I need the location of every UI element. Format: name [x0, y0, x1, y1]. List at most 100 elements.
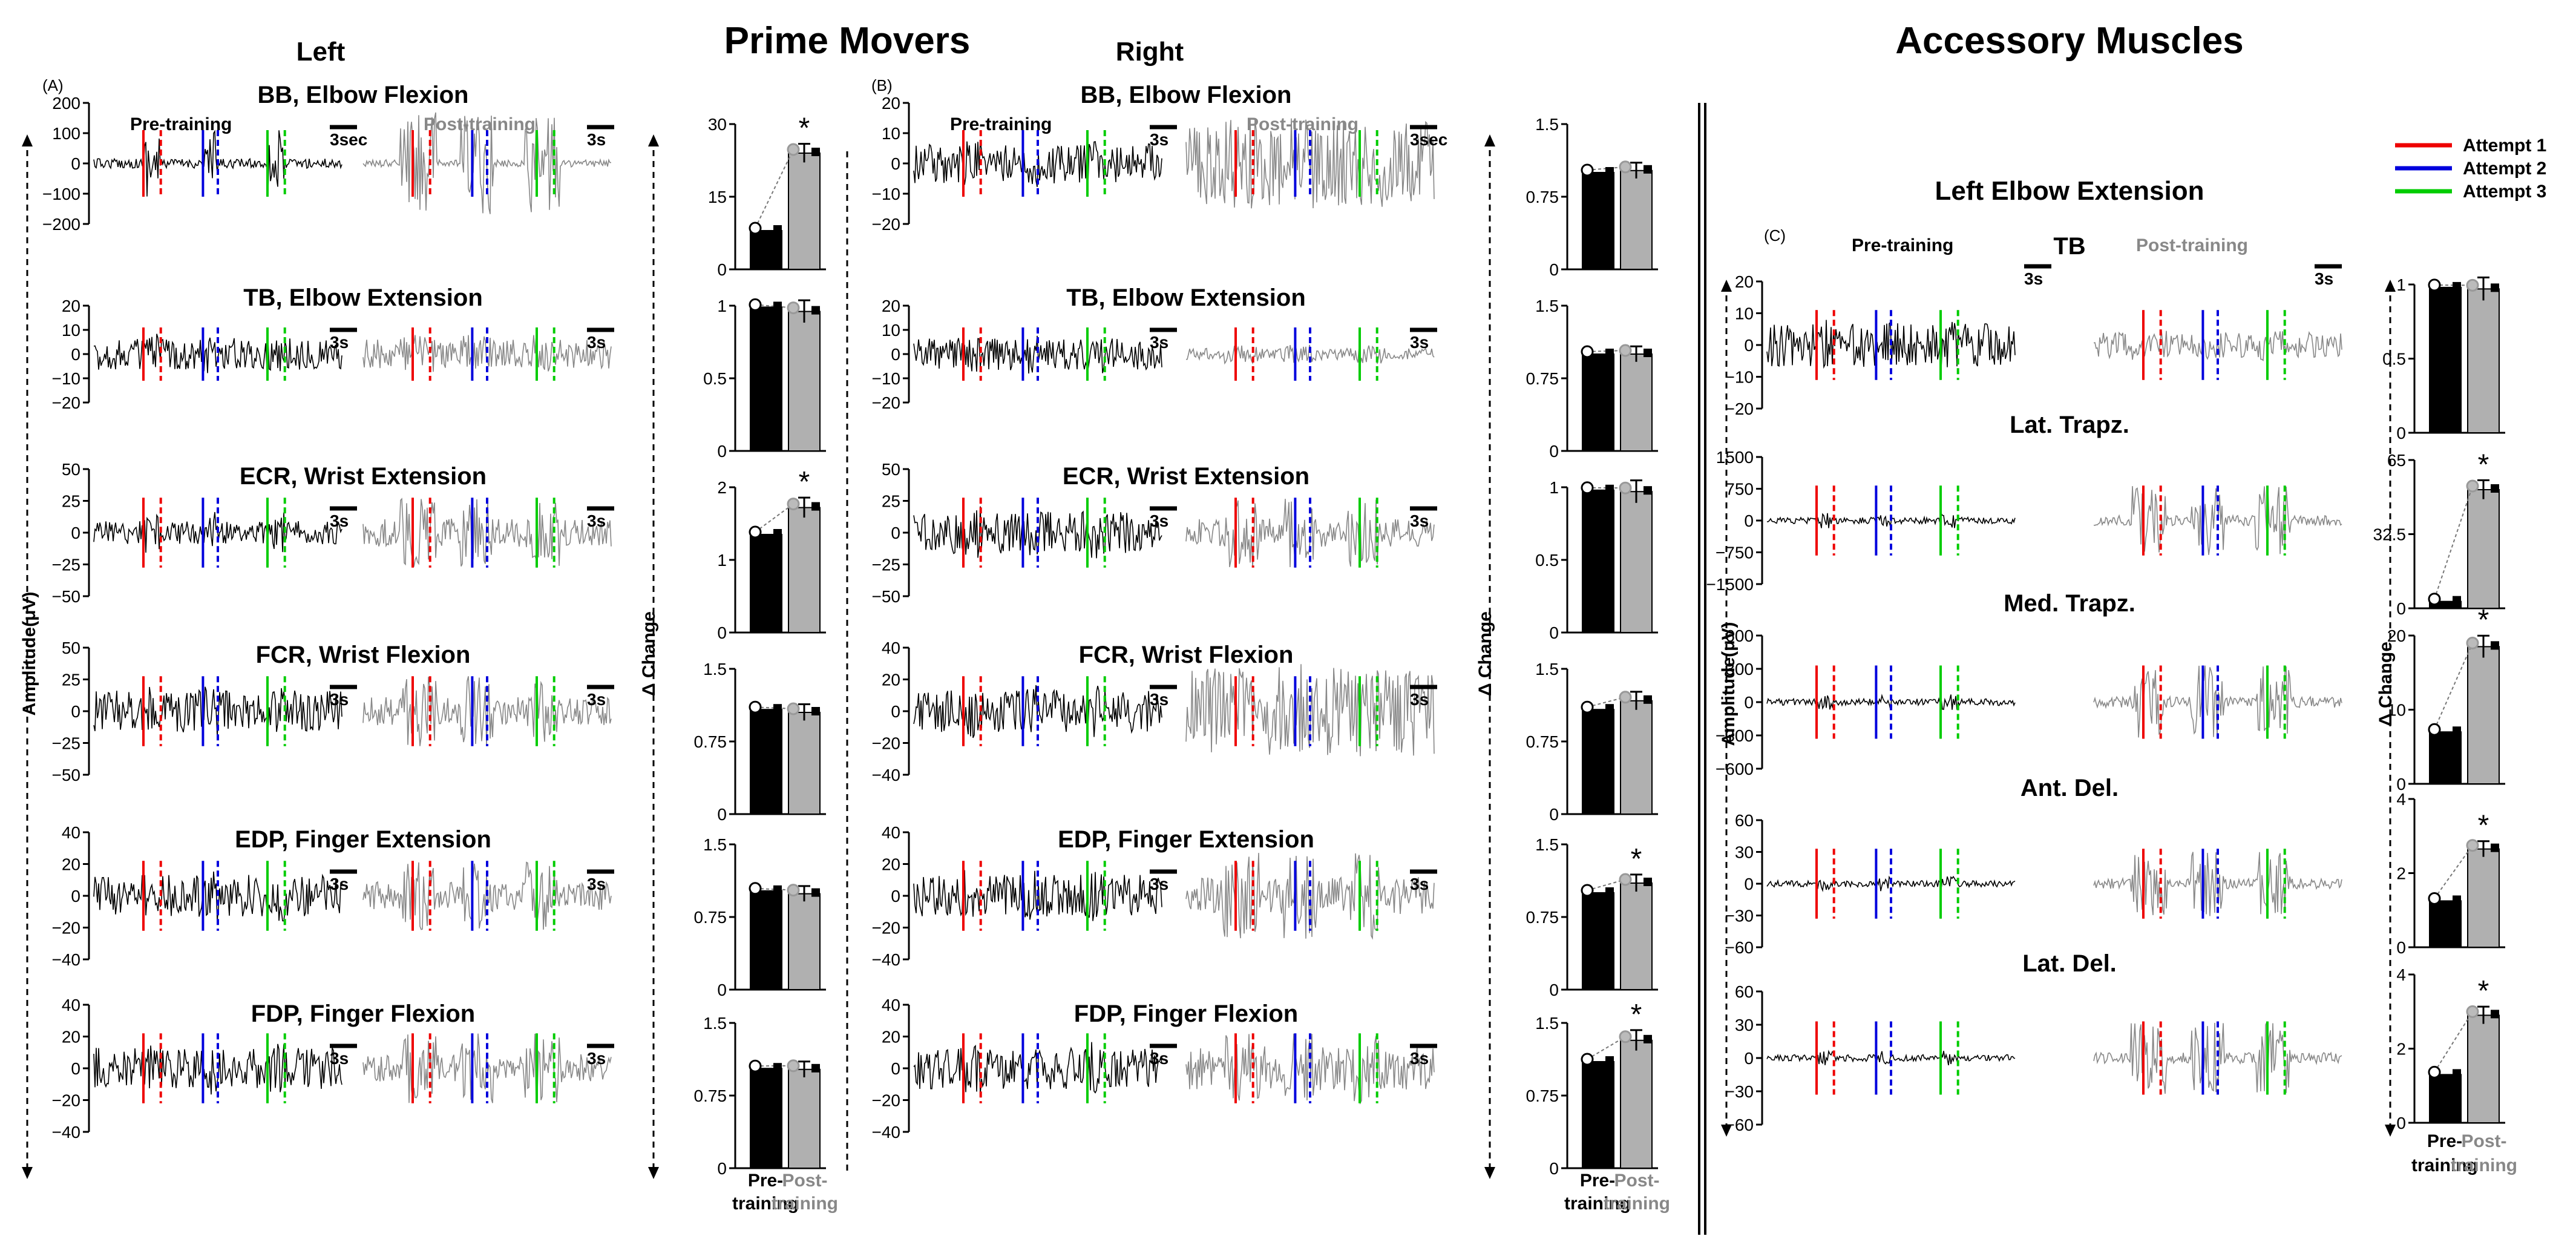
panel-b-bar-1-dot-pre — [1581, 163, 1594, 177]
panel-c-bar-pre-label-b: training — [2411, 1155, 2478, 1175]
panel-a-bar-2-bar-tick-label: 0.5 — [703, 369, 727, 388]
panel-c-emg-5-tick-label: 30 — [1735, 1016, 1754, 1034]
panel-c-pre-1-scale-label: 3s — [2024, 269, 2043, 288]
panel-b-emg-2-tick-label: −10 — [872, 369, 901, 388]
panel-b-emg-3-tick-label: 50 — [882, 460, 900, 479]
panel-a-emg-6-tick-label: 40 — [62, 996, 80, 1014]
panel-b-bar-3-bar-tick-label: 1 — [1549, 478, 1559, 497]
panel-b-bar-4-dot-post — [1619, 691, 1632, 704]
legend-label-2: Attempt 2 — [2463, 159, 2546, 179]
panel-b-emg-3-tick-label: 25 — [882, 492, 900, 511]
panel-a-bar-6-bar-post — [788, 1068, 821, 1169]
panel-a-bar-4-bar-pre — [750, 709, 782, 815]
legend-label-1: Attempt 1 — [2463, 136, 2546, 156]
panel-b-bar-5-dot-pre — [1581, 884, 1594, 897]
panel-a-amp-label: Amplitude(μV) — [19, 591, 39, 715]
panel-b-emg-6-tick-label: 20 — [882, 1028, 900, 1047]
panel-b-bar-6-bar-post — [1620, 1039, 1653, 1169]
panel-b-bar-2-bar-tick-label: 1.5 — [1535, 297, 1559, 315]
panel-c-bar-4-dot-post — [2466, 839, 2479, 852]
panel-c-bar-2-marker-post — [2491, 484, 2499, 493]
panel-b-row-title-6: FDP, Finger Flexion — [1074, 1001, 1298, 1027]
panel-c-bar-1-bar-post — [2467, 288, 2500, 433]
panel-c-arrow-up — [1721, 280, 1732, 292]
panel-b-emg-3-tick-label: −25 — [872, 556, 901, 574]
panel-c-emg-4-tick-label: 60 — [1735, 811, 1754, 830]
panel-a-bar-3-dot-pre — [749, 525, 762, 539]
panel-a-bar-2-bar-tick-label: 0 — [717, 442, 727, 461]
panel-a-post-2-scale-label: 3s — [587, 333, 606, 352]
panel-b-emg-1-tick-label: 20 — [882, 94, 900, 113]
panel-a-post-3-scale-label: 3s — [587, 511, 606, 530]
panel-c-row-title-5: Lat. Del. — [2022, 950, 2117, 977]
panel-a-emg-2-tick-label: −20 — [52, 393, 81, 412]
panel-c-row-title-3: Med. Trapz. — [2004, 590, 2135, 617]
panel-b-pre-1-scale-label: 3s — [1150, 130, 1168, 149]
panel-b-post-1-scale-label: 3sec — [1410, 130, 1447, 149]
panel-c-emg-1-tick-label: 10 — [1735, 304, 1754, 323]
panel-b-emg-5-tick-label: 20 — [882, 855, 900, 874]
panel-c-emg-3-tick-label: −600 — [1716, 760, 1754, 778]
panel-c-bar-5-bar-post — [2467, 1014, 2500, 1123]
panel-b-bar-4-marker-post — [1644, 695, 1652, 704]
panel-a-emg-6-tick-label: 20 — [62, 1028, 80, 1047]
panel-b-pre-3-scale-label: 3s — [1150, 511, 1168, 530]
panel-c-bar-post-label-a: Post- — [2462, 1131, 2507, 1151]
panel-c-bar-2-bar-post — [2467, 489, 2500, 609]
panel-c-bar-5-marker-pre — [2453, 1069, 2461, 1078]
panel-b-emg-5-tick-label: 40 — [882, 823, 900, 842]
panel-c-emg-4-tick-label: −30 — [1725, 907, 1754, 925]
panel-a-bar-4-bar-tick-label: 1.5 — [703, 660, 727, 679]
prime-movers-title: Prime Movers — [724, 20, 971, 62]
panel-a-bar-5-bar-tick-label: 1.5 — [703, 835, 727, 854]
panel-a-bar-1-bar-pre — [750, 230, 782, 270]
panel-c-emg-4-tick-label: −60 — [1725, 938, 1754, 957]
panel-b-bar-4-bar-tick-label: 1.5 — [1535, 660, 1559, 679]
panel-b-bar-2-dot-pre — [1581, 345, 1594, 358]
panel-c-bar-1-bar-tick-label: 1 — [2396, 275, 2406, 294]
panel-a-row-title-3: ECR, Wrist Extension — [240, 463, 487, 490]
panel-a-emg-3-tick-label: −50 — [52, 587, 81, 606]
panel-a-row-title-6: FDP, Finger Flexion — [251, 1001, 475, 1027]
panel-a-emg-5-tick-label: 40 — [62, 823, 80, 842]
panel-b-bar-5-bar-tick-label: 0.75 — [1526, 908, 1559, 927]
panel-b-emg-1-tick-label: −20 — [872, 215, 901, 234]
panel-b-bar-1-marker-pre — [1605, 167, 1614, 176]
panel-b-row-title-1: BB, Elbow Flexion — [1081, 82, 1292, 108]
panel-a-emg-4-tick-label: 50 — [62, 639, 80, 657]
panel-c-bar-4-bar-pre — [2429, 900, 2462, 948]
panel-b-emg-3-tick-label: 0 — [891, 524, 900, 542]
panel-b-bar-2-bar-pre — [1582, 353, 1614, 452]
panel-a-emg-post-5 — [362, 861, 612, 930]
panel-b-post-2-scale-label: 3s — [1410, 333, 1429, 352]
panel-b-bar-3-marker-pre — [1605, 484, 1614, 493]
panel-b-emg-2-tick-label: 0 — [891, 345, 900, 364]
panel-b-post-4-scale-label: 3s — [1410, 690, 1429, 709]
panel-b-bar-6-dot-post — [1619, 1030, 1632, 1043]
panel-a-row-title-2: TB, Elbow Extension — [243, 284, 483, 311]
panel-b-delta-label: Δ Change — [1475, 611, 1495, 696]
panel-b-emg-1-tick-label: 10 — [882, 124, 900, 143]
accessory-title: Accessory Muscles — [1895, 20, 2244, 62]
panel-b-bar-3-dot-pre — [1581, 481, 1594, 495]
panel-b-emg-post-6 — [1185, 1033, 1435, 1105]
panel-c-emg-2-tick-label: 0 — [1744, 511, 1754, 530]
panel-b-emg-4-tick-label: 0 — [891, 702, 900, 721]
panel-c-bar-4-bar-post — [2467, 848, 2500, 948]
panel-a-post-6-scale-label: 3s — [587, 1049, 606, 1068]
panel-b-bar-5-bar-pre — [1582, 892, 1614, 990]
panel-b-bar-post-label-b: training — [1604, 1194, 1670, 1214]
panel-c-bar-1-marker-pre — [2453, 281, 2461, 291]
panel-c-bar-5-pair-line — [2434, 1011, 2473, 1073]
panel-b-post-6-scale-label: 3s — [1410, 1049, 1429, 1068]
panel-a-delta-label: Δ Change — [639, 611, 659, 696]
panel-b-emg-6-tick-label: 0 — [891, 1059, 900, 1078]
panel-a-bar-6-dot-pre — [749, 1059, 762, 1073]
panel-a-row-title-4: FCR, Wrist Flexion — [256, 642, 471, 668]
panel-a-arrow-down — [22, 1167, 33, 1179]
panel-b-post-3-scale-label: 3s — [1410, 511, 1429, 530]
panel-a-bar-3-bar-pre — [750, 534, 782, 633]
panel-c-bar-1-dot-post — [2466, 278, 2479, 292]
panel-c-emg-5-tick-label: −60 — [1725, 1116, 1754, 1134]
